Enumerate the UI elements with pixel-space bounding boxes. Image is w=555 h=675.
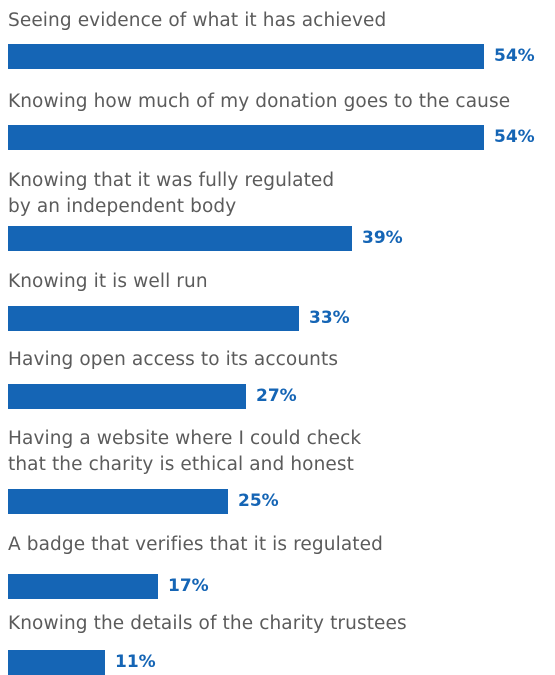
bar — [8, 384, 246, 409]
data-label: 25% — [238, 491, 279, 511]
category-label: Knowing it is well run — [8, 271, 208, 292]
bar — [8, 44, 484, 69]
bar — [8, 226, 352, 251]
category-label: Having a website where I could check tha… — [8, 428, 362, 475]
category-label: A badge that verifies that it is regulat… — [8, 534, 383, 555]
data-label: 54% — [494, 127, 535, 147]
bar — [8, 650, 105, 675]
category-label: Knowing that it was fully regulated by a… — [8, 170, 335, 217]
data-label: 11% — [115, 652, 156, 672]
data-label: 17% — [168, 576, 209, 596]
data-label: 27% — [256, 386, 297, 406]
bar — [8, 306, 299, 331]
bar — [8, 489, 228, 514]
data-label: 54% — [494, 46, 535, 66]
data-label: 33% — [309, 308, 350, 328]
bar — [8, 125, 484, 150]
category-label: Seeing evidence of what it has achieved — [8, 10, 387, 31]
category-label: Knowing the details of the charity trust… — [8, 613, 407, 634]
data-label: 39% — [362, 228, 403, 248]
category-label: Having open access to its accounts — [8, 349, 339, 370]
bar — [8, 574, 158, 599]
category-label: Knowing how much of my donation goes to … — [8, 91, 511, 112]
